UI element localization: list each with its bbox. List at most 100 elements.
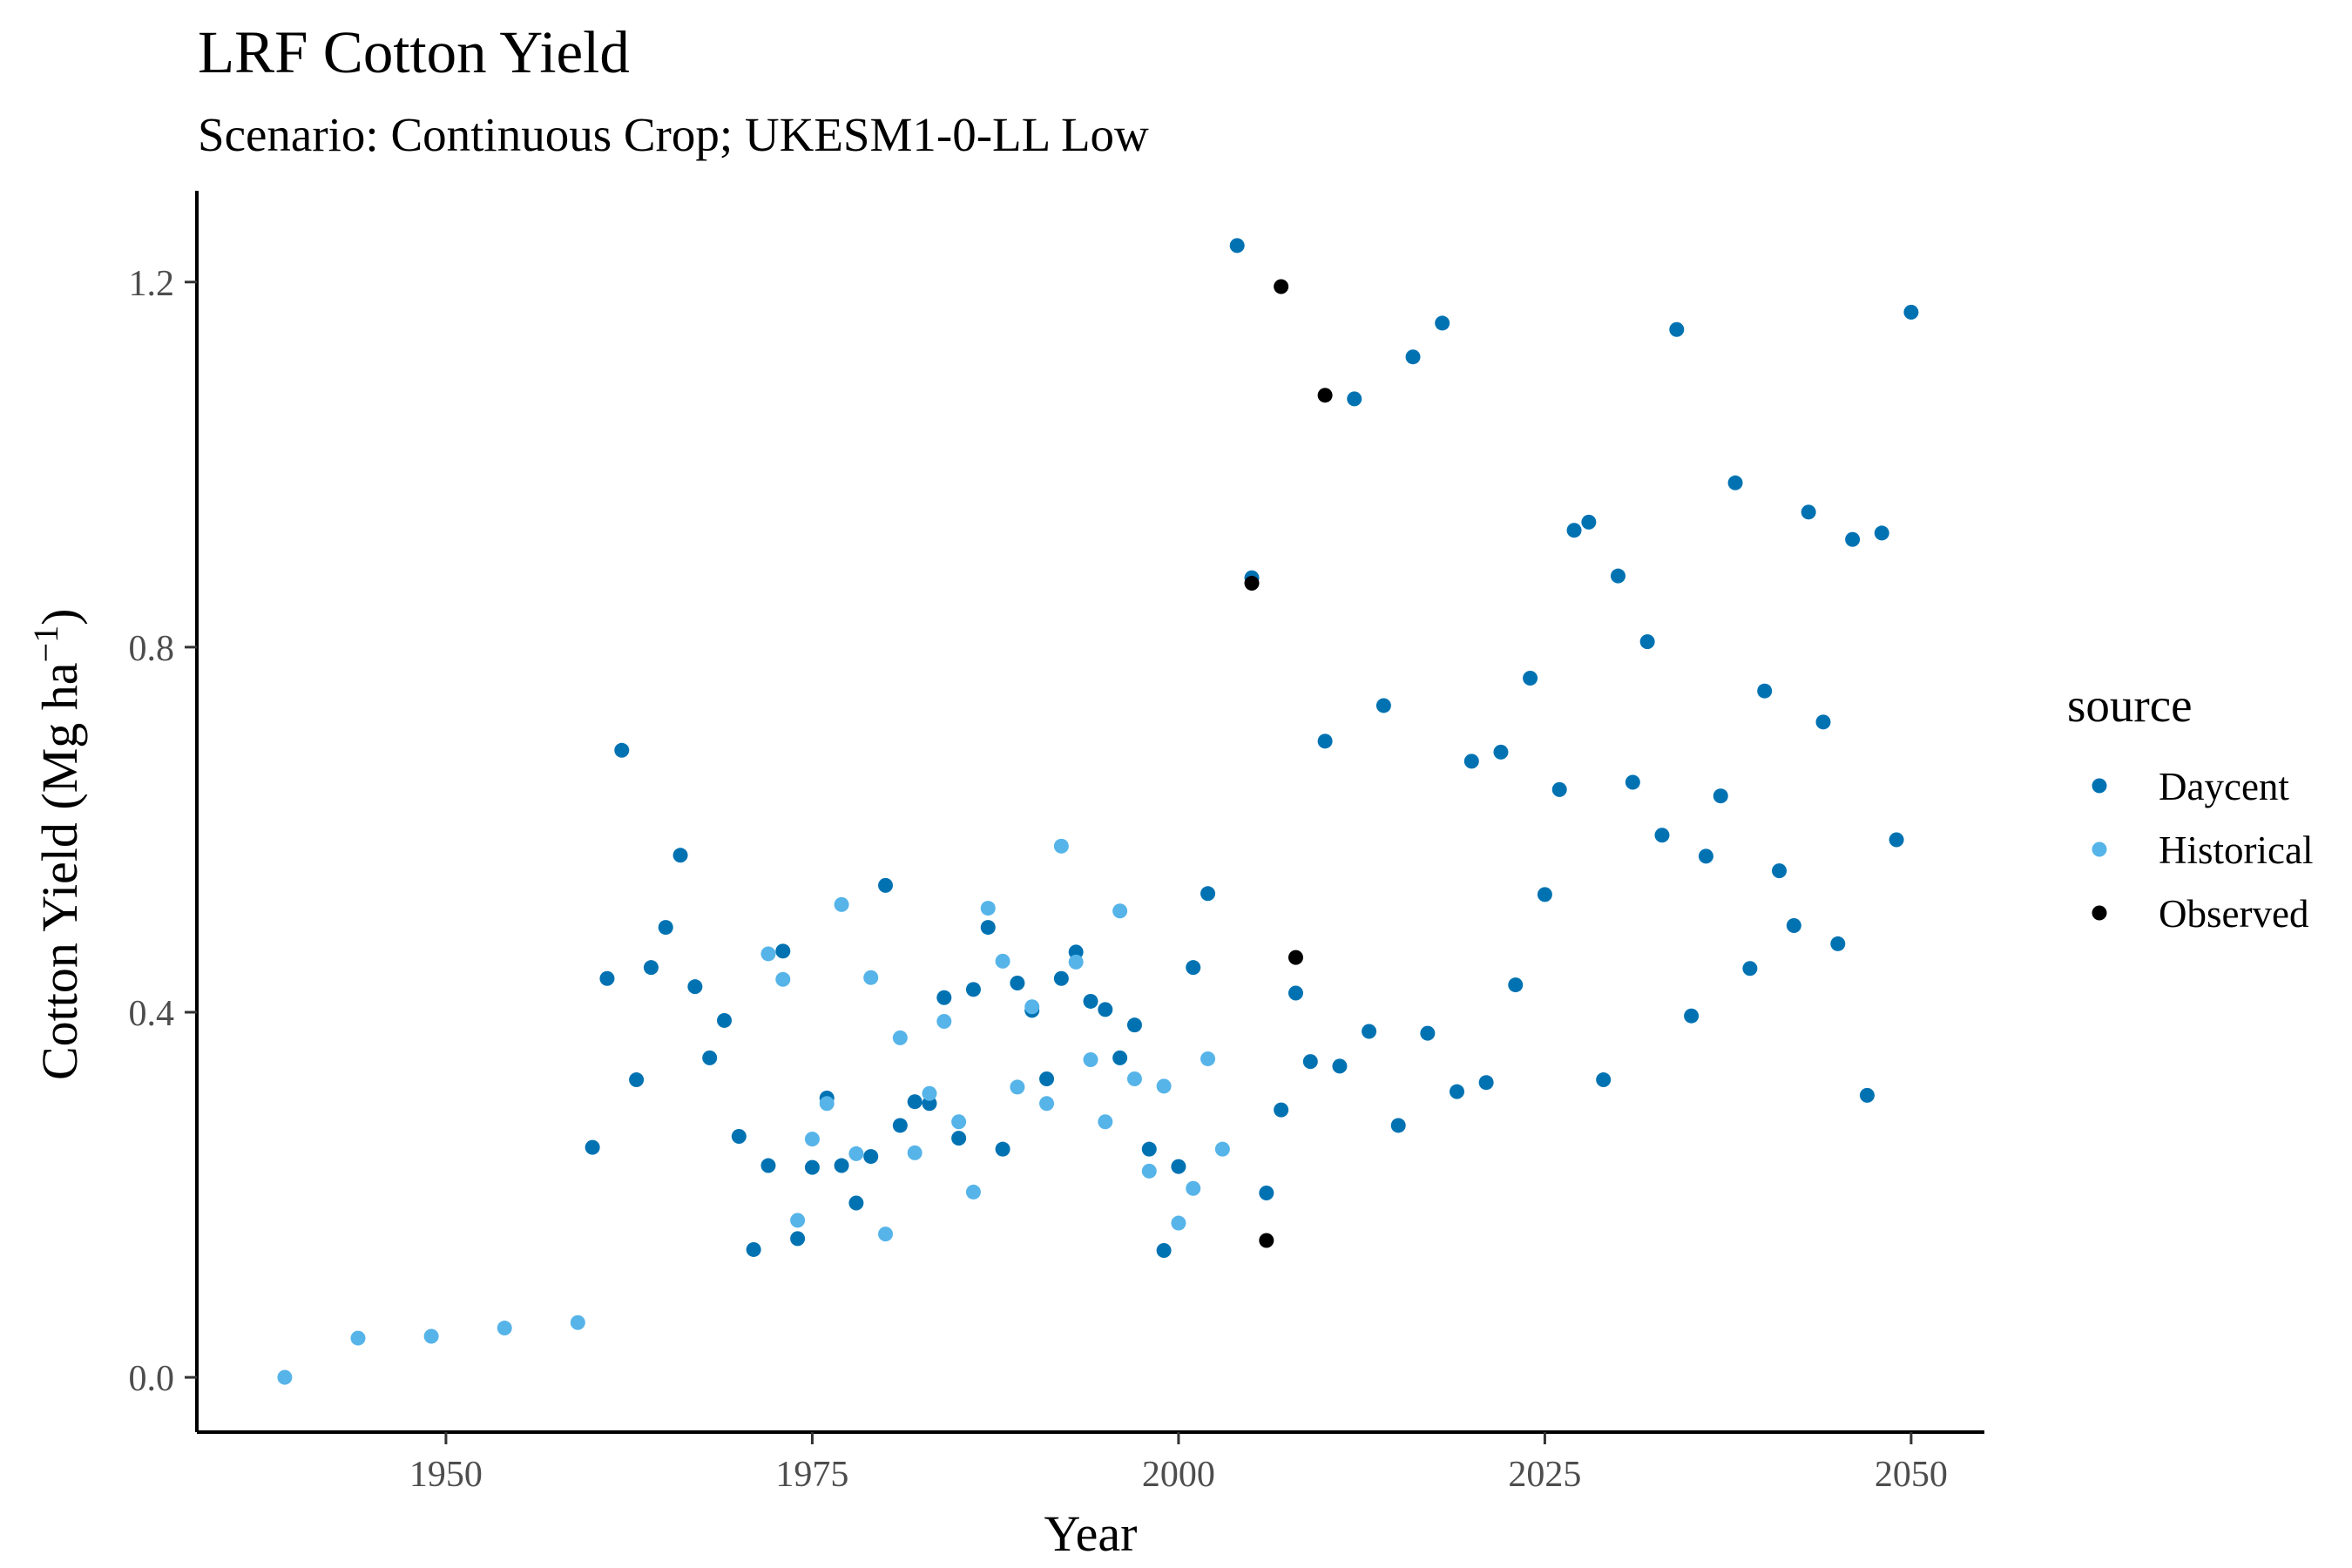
point-daycent [1449,1084,1464,1099]
point-daycent [629,1072,645,1088]
point-daycent [1375,698,1391,713]
y-axis-ticks: 0.0 0.4 0.8 1.2 [129,264,197,1399]
x-tick-label: 1975 [775,1455,848,1495]
point-daycent [1684,1008,1700,1024]
point-daycent [1611,568,1626,584]
point-historical [936,1013,952,1029]
point-historical [1098,1114,1113,1130]
point-daycent [1317,733,1333,749]
point-daycent [717,1012,733,1028]
point-observed [1288,950,1303,965]
point-historical [922,1085,937,1101]
point-daycent [1259,1185,1274,1200]
point-historical [878,1227,894,1242]
point-daycent [878,877,894,893]
point-daycent [1523,671,1538,686]
legend-key-daycent [2092,778,2107,794]
point-historical [350,1330,366,1346]
y-tick-label: 0.4 [129,994,175,1034]
point-daycent [599,970,615,986]
legend: source Daycent Historical Observed [2067,679,2313,936]
point-daycent [1786,917,1801,933]
y-axis-title-main: Cotton Yield (Mg ha [31,662,88,1080]
x-axis-ticks: 1950 1975 2000 2025 2050 [409,1432,1948,1495]
point-historical [980,901,996,916]
point-daycent [1742,961,1758,977]
point-daycent [1669,321,1685,337]
point-observed [1317,388,1333,403]
point-historical [790,1213,806,1228]
legend-key-historical [2092,841,2107,857]
point-daycent [1420,1025,1436,1041]
point-daycent [1141,1141,1157,1157]
point-daycent [804,1159,820,1175]
point-daycent [1757,683,1773,699]
point-historical [834,896,849,912]
point-daycent [1815,714,1831,730]
point-daycent [1010,975,1025,990]
point-historical [863,970,879,985]
point-daycent [863,1149,879,1165]
point-historical [995,953,1010,969]
point-daycent [1405,349,1421,365]
legend-items: Daycent Historical Observed [2092,765,2313,936]
point-daycent [1053,970,1069,986]
point-historical [760,946,776,962]
y-axis-title-superscript: −1 [26,625,65,663]
point-daycent [848,1195,864,1211]
point-historical [1171,1215,1186,1231]
point-observed [1244,576,1260,591]
chart-title: LRF Cotton Yield [198,19,630,85]
point-daycent [1126,1017,1142,1033]
point-daycent [775,943,791,959]
point-daycent [1727,475,1743,490]
point-daycent [1698,848,1713,864]
point-historical [497,1321,512,1336]
point-daycent [760,1158,776,1173]
point-daycent [1478,1075,1494,1091]
point-daycent [1566,523,1582,538]
point-daycent [1083,993,1098,1009]
point-daycent [1581,514,1597,530]
point-daycent [1186,960,1201,976]
x-tick-label: 2000 [1142,1455,1215,1495]
point-daycent [936,990,952,1005]
point-daycent [1713,788,1728,804]
chart-subtitle: Scenario: Continuous Crop; UKESM1-0-LL L… [198,108,1149,161]
point-historical [819,1096,835,1112]
x-tick-label: 2025 [1508,1455,1581,1495]
point-daycent [1654,828,1670,843]
point-daycent [585,1139,600,1155]
point-historical [965,1184,981,1200]
point-daycent [1362,1024,1377,1039]
point-daycent [1347,391,1362,407]
point-historical [775,971,791,987]
point-daycent [672,848,688,863]
point-daycent [687,979,703,995]
point-daycent [614,742,630,758]
point-daycent [1112,1050,1128,1065]
point-daycent [1903,304,1919,320]
point-daycent [1537,887,1552,902]
point-daycent [731,1129,747,1145]
point-daycent [834,1158,849,1173]
point-daycent [1493,744,1509,760]
point-historical [1010,1079,1025,1095]
point-daycent [1845,531,1861,547]
point-daycent [1156,1242,1172,1258]
x-axis-title: Year [1044,1505,1138,1562]
point-historical [1126,1071,1142,1087]
point-daycent [1274,1102,1289,1118]
point-daycent [1039,1071,1055,1087]
point-daycent [907,1094,923,1110]
point-daycent [980,920,996,936]
x-tick-label: 1950 [409,1455,483,1495]
point-daycent [1508,977,1524,993]
point-historical [892,1030,908,1045]
legend-label-daycent: Daycent [2159,765,2289,808]
point-daycent [1801,504,1816,520]
point-daycent [1551,781,1567,797]
y-axis-title-close: ) [31,609,88,625]
point-daycent [702,1050,718,1065]
point-daycent [1302,1054,1318,1070]
